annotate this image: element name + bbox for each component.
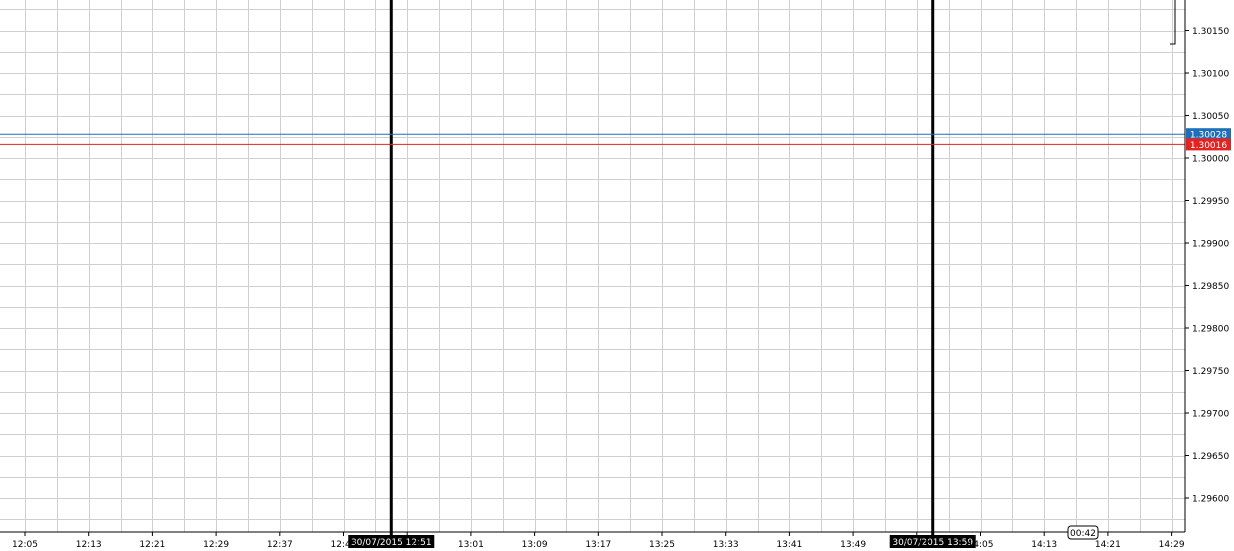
price-tag-box bbox=[1186, 128, 1231, 141]
price-axis-labels: 1.30150 1.30100 1.30050 1.30000 1.29950 1.299… bbox=[1185, 27, 1229, 505]
time-tick-label: 12:29 bbox=[203, 540, 229, 550]
time-tick-label: 12:05 bbox=[12, 540, 38, 550]
time-tick-label: 13:25 bbox=[649, 540, 675, 550]
price-tag-box bbox=[1186, 138, 1231, 151]
price-tick-label: 1.30150 bbox=[1192, 27, 1229, 37]
time-axis-labels: 12:05 12:13 12:21 12:29 12:37 12:45 12:53 13:01… bbox=[12, 532, 1185, 550]
time-tick-label: 12:53 bbox=[394, 540, 420, 550]
price-tick-label: 1.29850 bbox=[1192, 282, 1229, 292]
bar-countdown: 00:42 bbox=[1067, 525, 1099, 540]
price-tick-label: 1.29950 bbox=[1192, 197, 1229, 207]
axes bbox=[0, 0, 1186, 533]
time-tick-label: 12:13 bbox=[76, 540, 102, 550]
time-tick-label: 13:41 bbox=[776, 540, 802, 550]
price-tag-label: 1.30016 bbox=[1190, 141, 1227, 151]
time-tick-label: 13:57 bbox=[904, 540, 930, 550]
time-marker-box bbox=[348, 535, 435, 548]
chart-grid bbox=[0, 0, 1185, 532]
time-tick-label: 14:13 bbox=[1031, 540, 1057, 550]
price-tag-label: 1.30028 bbox=[1190, 131, 1227, 141]
time-tick-label: 13:33 bbox=[713, 540, 739, 550]
price-tick-label: 1.29650 bbox=[1192, 452, 1229, 462]
price-tick-label: 1.29750 bbox=[1192, 367, 1229, 377]
time-tick-label: 12:21 bbox=[139, 540, 165, 550]
time-tick-label: 14:29 bbox=[1159, 540, 1185, 550]
time-tick-label: 14:21 bbox=[1095, 540, 1121, 550]
price-tick-label: 1.30050 bbox=[1192, 112, 1229, 122]
time-marker-lines[interactable]: 30/07/2015 12:51 30/07/2015 13:59 bbox=[348, 0, 976, 548]
time-marker-box bbox=[889, 535, 976, 548]
time-tick-label: 13:01 bbox=[458, 540, 484, 550]
price-level-lines bbox=[0, 133, 1185, 145]
price-tick-label: 1.30000 bbox=[1192, 155, 1229, 165]
price-tick-label: 1.29900 bbox=[1192, 240, 1229, 250]
countdown-label: 00:42 bbox=[1070, 529, 1096, 539]
time-tick-label: 12:45 bbox=[331, 540, 357, 550]
countdown-box bbox=[1067, 525, 1099, 540]
time-tick-label: 13:49 bbox=[840, 540, 866, 550]
time-marker-label: 30/07/2015 12:51 bbox=[351, 538, 432, 548]
scale-bracket bbox=[1170, 0, 1176, 45]
time-tick-label: 13:17 bbox=[585, 540, 611, 550]
time-tick-label: 13:09 bbox=[522, 540, 548, 550]
price-tick-label: 1.29700 bbox=[1192, 410, 1229, 420]
price-tick-label: 1.29800 bbox=[1192, 325, 1229, 335]
time-tick-label: 12:37 bbox=[267, 540, 293, 550]
time-tick-label: 14:05 bbox=[968, 540, 994, 550]
time-marker-label: 30/07/2015 13:59 bbox=[892, 538, 973, 548]
price-tick-label: 1.29600 bbox=[1192, 495, 1229, 505]
price-tick-label: 1.30100 bbox=[1192, 70, 1229, 80]
